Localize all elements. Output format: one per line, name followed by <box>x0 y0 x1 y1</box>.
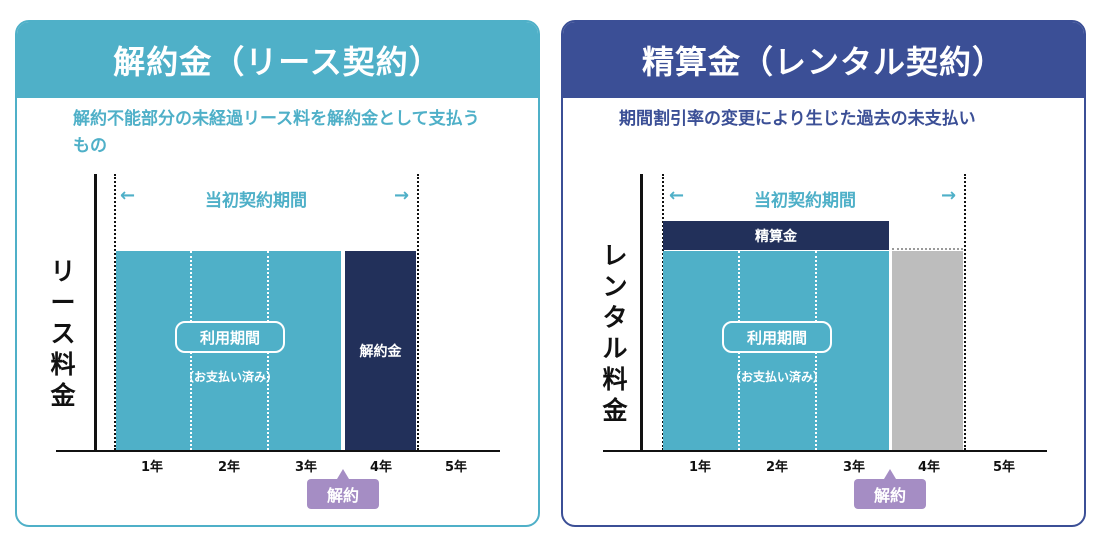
lease-year-tick: 2年 <box>217 460 241 475</box>
lease-usage-sub: （お支払い済み） <box>181 370 278 384</box>
lease-year-tick: 3年 <box>294 460 318 475</box>
rental-period-arrow-left-icon: ← <box>669 185 685 206</box>
y-label-char: ー <box>50 288 76 317</box>
rental-panel-title: 精算金（レンタル契約） <box>563 22 1084 98</box>
y-label-char: 金 <box>50 381 76 410</box>
rental-usage-label: 利用期間 <box>722 321 832 353</box>
rental-year-tick: 1年 <box>688 460 712 475</box>
y-label-char: タ <box>602 303 628 332</box>
lease-year-tick: 5年 <box>444 460 468 475</box>
y-label-char: ル <box>602 334 628 363</box>
lease-cancel-badge: 解約 <box>307 479 379 509</box>
rental-period-arrow-right-icon: → <box>941 185 957 206</box>
lease-cancellation-fee-bar: 解約金 <box>345 251 416 450</box>
lease-x-axis <box>56 450 500 452</box>
rental-y-axis <box>640 174 643 451</box>
y-label-char: 料 <box>602 365 628 394</box>
y-label-char: レ <box>602 241 628 270</box>
lease-cancel-pointer-icon <box>337 469 349 479</box>
rental-y-label: レ ン タ ル 料 金 <box>600 240 630 426</box>
rental-settlement-bar: 精算金 <box>663 221 889 250</box>
rental-x-axis <box>603 450 1047 452</box>
lease-period-label: 当初契約期間 <box>205 191 307 211</box>
rental-unused-top-line <box>892 248 963 250</box>
rental-year-tick: 3年 <box>842 460 866 475</box>
rental-period-label: 当初契約期間 <box>754 191 856 211</box>
lease-period-arrow-right-icon: → <box>394 185 410 206</box>
rental-cancel-badge: 解約 <box>854 479 926 509</box>
y-label-char: 金 <box>602 396 628 425</box>
lease-year-tick: 1年 <box>140 460 164 475</box>
y-label-char: リ <box>50 257 76 286</box>
lease-y-label: リ ー ス 料 金 <box>48 256 78 411</box>
y-label-char: 料 <box>50 350 76 379</box>
rental-year-tick: 5年 <box>992 460 1016 475</box>
y-label-char: ス <box>50 319 76 348</box>
rental-period-end-line <box>964 174 966 450</box>
lease-period-end-line <box>417 174 419 450</box>
rental-cancel-pointer-icon <box>884 469 896 479</box>
lease-description: 解約不能部分の未経過リース料を解約金として支払うもの <box>73 109 480 156</box>
rental-usage-sub: （お支払い済み） <box>728 370 825 384</box>
rental-unused-period-bar <box>892 251 963 450</box>
y-label-char: ン <box>602 272 628 301</box>
rental-description: 期間割引率の変更により生じた過去の未支払い <box>619 109 976 129</box>
lease-panel-title: 解約金（リース契約） <box>17 22 538 98</box>
lease-period-arrow-left-icon: ← <box>120 185 136 206</box>
lease-y-axis <box>94 174 97 451</box>
rental-year-tick: 4年 <box>917 460 941 475</box>
lease-year-tick: 4年 <box>369 460 393 475</box>
lease-period-start-line <box>114 174 116 450</box>
rental-year-tick: 2年 <box>765 460 789 475</box>
lease-usage-label: 利用期間 <box>175 321 285 353</box>
